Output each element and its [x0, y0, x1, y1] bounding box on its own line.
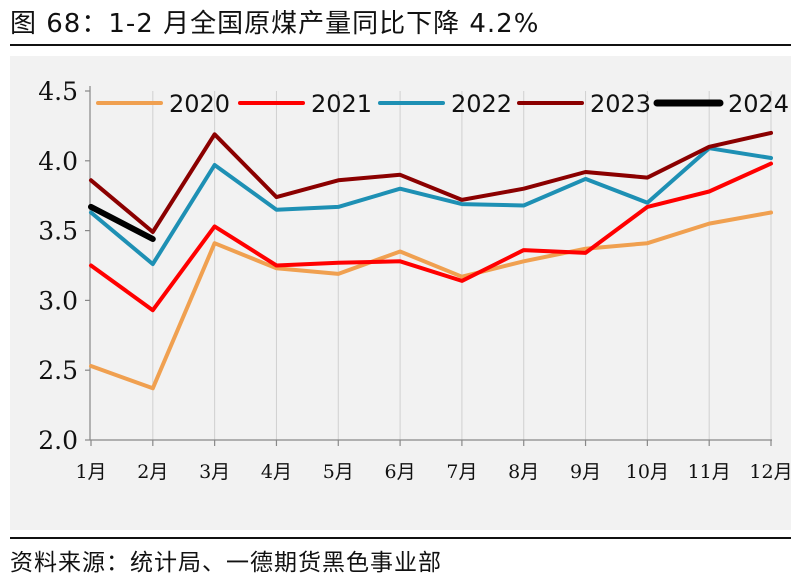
source-note: 资料来源：统计局、一德期货黑色事业部: [10, 550, 442, 576]
x-tick-label: 4月: [261, 461, 292, 483]
series-line-2021: [89, 161, 773, 313]
legend-label-2023: 2023: [590, 90, 651, 118]
x-tick-label: 10月: [626, 461, 669, 483]
y-tick-label: 3.5: [38, 217, 78, 246]
x-tick-label: 9月: [570, 461, 601, 483]
x-tick-label: 8月: [508, 461, 539, 483]
line-chart: 2.0 2.5 3.0 3.5 4.0 4.5 1月 2月 3月 4月 5月 6月 7月 8月 9月 10月…: [10, 56, 791, 530]
x-tick-label: 5月: [323, 461, 354, 483]
y-axis-tick-labels: 2.0 2.5 3.0 3.5 4.0 4.5: [38, 77, 90, 455]
legend-label-2022: 2022: [451, 90, 512, 118]
x-tick-label: 1月: [75, 461, 106, 483]
y-tick-label: 4.0: [38, 147, 78, 176]
x-tick-label: 7月: [446, 461, 477, 483]
y-tick-label: 2.5: [38, 356, 78, 385]
x-tick-label: 3月: [199, 461, 230, 483]
x-tick-label: 11月: [688, 461, 731, 483]
x-tick-label: 2月: [137, 461, 168, 483]
source-rule: [10, 537, 791, 539]
series-line-2020: [89, 210, 773, 391]
series-line-2023: [89, 130, 773, 234]
axes: [89, 86, 772, 441]
y-tick-label: 2.0: [38, 426, 78, 455]
legend-label-2020: 2020: [169, 90, 230, 118]
series-line-2022: [89, 146, 773, 267]
legend: 2020 2021 2022 2023 2024: [96, 90, 789, 118]
legend-label-2024: 2024: [728, 90, 789, 118]
y-tick-label: 4.5: [38, 77, 78, 106]
title-rule: [10, 44, 791, 46]
x-tick-label: 6月: [385, 461, 416, 483]
x-tick-label: 12月: [749, 461, 791, 483]
legend-label-2021: 2021: [311, 90, 372, 118]
x-axis-tick-labels: 1月 2月 3月 4月 5月 6月 7月 8月 9月 10月 11月 12月: [75, 440, 791, 483]
figure-title: 图 68：1-2 月全国原煤产量同比下降 4.2%: [10, 9, 540, 39]
series-line-2024: [88, 203, 156, 242]
y-tick-label: 3.0: [38, 286, 78, 315]
series-lines: [88, 130, 773, 391]
